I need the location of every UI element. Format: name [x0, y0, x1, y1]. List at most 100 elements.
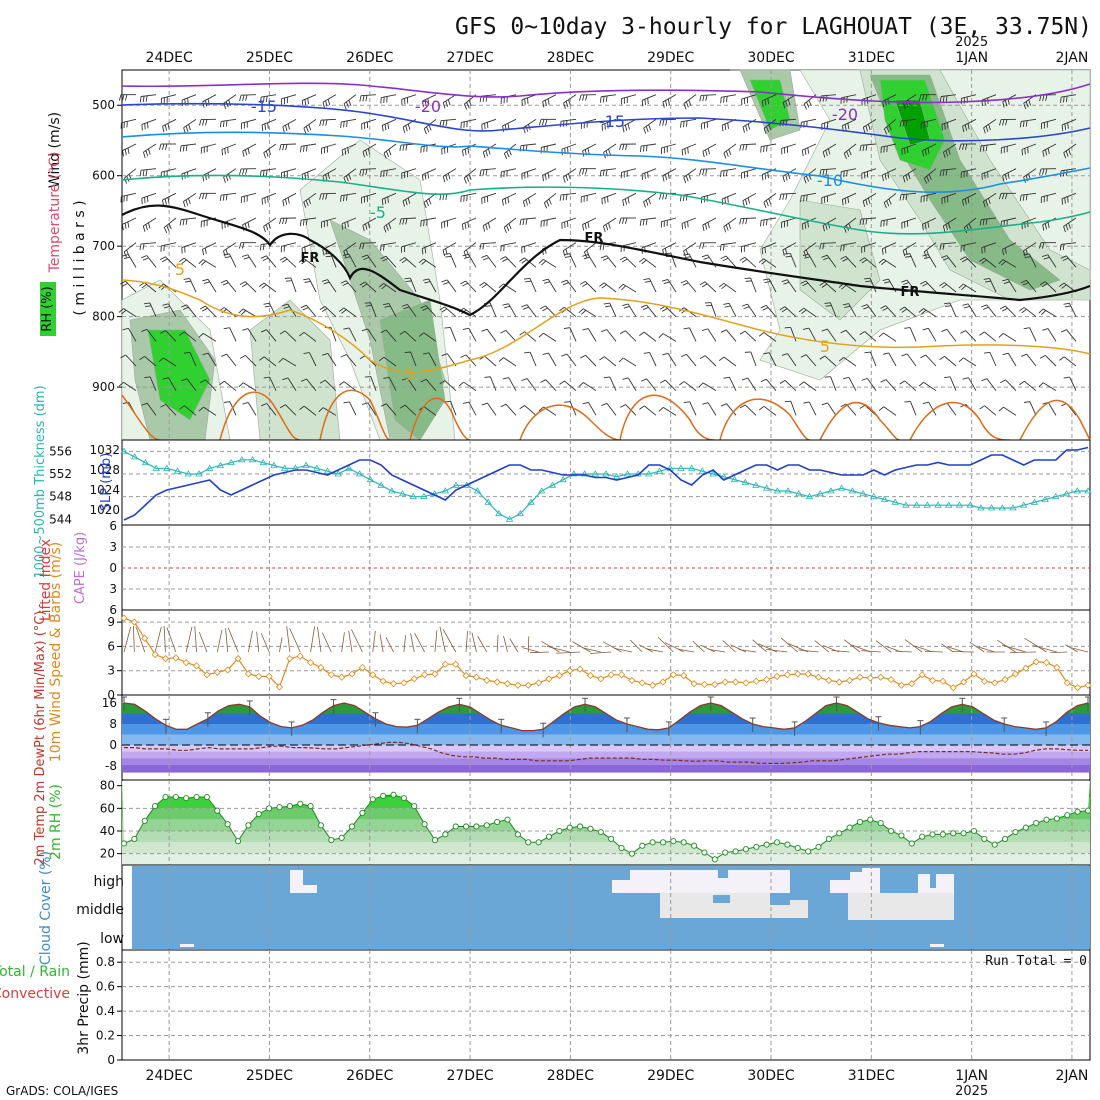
wind-barb: [639, 405, 657, 416]
barb-feather: [405, 199, 408, 206]
barb-shaft: [922, 143, 937, 151]
barb-feather: [728, 223, 732, 229]
barb-shaft: [1042, 308, 1057, 318]
barb-feather: [981, 378, 988, 382]
barb-shaft: [740, 143, 757, 146]
isotherm-line: [121, 279, 1091, 373]
thickness-point: [570, 470, 578, 477]
barb-feather: [982, 201, 986, 208]
barb-shaft: [881, 143, 897, 148]
barb-shaft: [1047, 254, 1057, 268]
barb-feather: [361, 402, 368, 405]
barb-feather: [983, 351, 990, 354]
wind-barb: [619, 256, 637, 268]
barb-feather: [767, 172, 769, 179]
barb-feather: [821, 254, 828, 258]
barb-feather: [785, 174, 788, 181]
wind-barb: [500, 403, 517, 416]
barb-shaft: [761, 217, 777, 221]
wind-barb: [139, 168, 157, 177]
barb-shaft: [941, 242, 957, 245]
thickness-point: [1020, 501, 1028, 508]
barb-feather: [343, 251, 347, 258]
barb-feather: [345, 175, 349, 182]
wind-barb: [481, 192, 497, 204]
barb-feather: [765, 219, 768, 226]
barb-feather: [547, 172, 550, 179]
barb-shaft: [983, 118, 997, 129]
barb-feather: [179, 257, 185, 263]
barb-feather: [264, 305, 271, 308]
barb-feather: [1004, 174, 1007, 181]
barb-shaft: [141, 192, 157, 199]
rh-point: [691, 842, 698, 849]
barb-shaft: [165, 404, 177, 416]
barb-feather: [261, 284, 267, 289]
barb-feather: [662, 352, 669, 356]
barb-shaft: [385, 329, 397, 342]
barb-feather: [842, 258, 849, 262]
barb-shaft: [302, 94, 317, 101]
barb-feather: [702, 168, 705, 176]
barb-feather: [601, 329, 607, 333]
barb-feather: [219, 195, 222, 202]
barb-shaft: [726, 403, 737, 416]
wind-barb: [1039, 94, 1057, 102]
wind-barb: [141, 192, 157, 205]
barb-shaft: [768, 352, 777, 367]
wind-barb: [122, 327, 137, 342]
barb-shaft: [544, 192, 557, 204]
barb-feather: [265, 169, 268, 176]
barb-shaft: [841, 168, 857, 172]
barb-shaft: [386, 403, 397, 416]
barb-feather: [307, 98, 309, 105]
barb-feather: [880, 379, 887, 383]
wind-barb: [481, 254, 497, 268]
barb-shaft: [965, 330, 977, 342]
barb-feather: [761, 100, 764, 107]
barb-feather: [643, 127, 647, 134]
barb-shaft: [723, 217, 737, 227]
barb-feather: [223, 176, 226, 183]
barb-shaft: [261, 168, 277, 172]
barb-feather: [1060, 255, 1067, 259]
barb-feather: [224, 256, 231, 259]
wind-barb: [742, 192, 757, 207]
cloud-block: [930, 944, 944, 947]
isotherm-label: 5: [820, 337, 830, 356]
wind-barb: [962, 118, 977, 133]
wind-barb: [158, 357, 177, 367]
barb-feather: [747, 123, 751, 130]
barb-shaft: [689, 401, 697, 416]
barb-shaft: [664, 305, 677, 317]
barb-shaft: [1003, 406, 1017, 416]
barb-feather: [541, 119, 545, 126]
wind-barb: [800, 280, 817, 293]
barb-feather: [260, 96, 262, 104]
rh-point: [162, 793, 169, 801]
barb-shaft: [901, 192, 917, 196]
wind-speed-point: [1022, 664, 1030, 672]
thickness-point: [912, 501, 921, 508]
thickness-tick: 548: [49, 490, 72, 504]
wind-barb: [899, 380, 917, 392]
freezing-level-label: FR: [901, 285, 920, 300]
barb-feather: [239, 95, 242, 102]
barb-feather: [999, 119, 1002, 126]
wind-barb: [641, 168, 657, 181]
thickness-point: [452, 481, 460, 488]
precip-ticks: 00.20.40.60.8: [96, 955, 122, 1067]
barb-shaft: [963, 283, 977, 293]
barb-feather: [118, 381, 124, 387]
wind-barb: [120, 118, 137, 129]
wind-speed-point: [721, 678, 729, 686]
barb-feather: [301, 247, 304, 255]
barb-feather: [544, 100, 547, 107]
thickness-point: [152, 464, 160, 471]
barb-shaft: [122, 143, 137, 151]
barb-feather: [605, 224, 609, 231]
barb-shaft: [707, 328, 717, 342]
rh-legend-swatch: [40, 282, 56, 336]
barb-shaft: [827, 402, 837, 416]
